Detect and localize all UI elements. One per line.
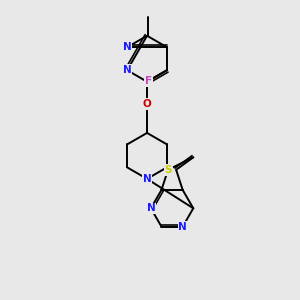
Text: N: N xyxy=(123,65,131,75)
Text: F: F xyxy=(145,76,152,86)
Text: N: N xyxy=(123,42,131,52)
Text: N: N xyxy=(178,222,187,232)
Text: O: O xyxy=(143,99,152,109)
Text: S: S xyxy=(164,165,172,175)
Text: N: N xyxy=(146,203,155,213)
Text: N: N xyxy=(143,174,152,184)
